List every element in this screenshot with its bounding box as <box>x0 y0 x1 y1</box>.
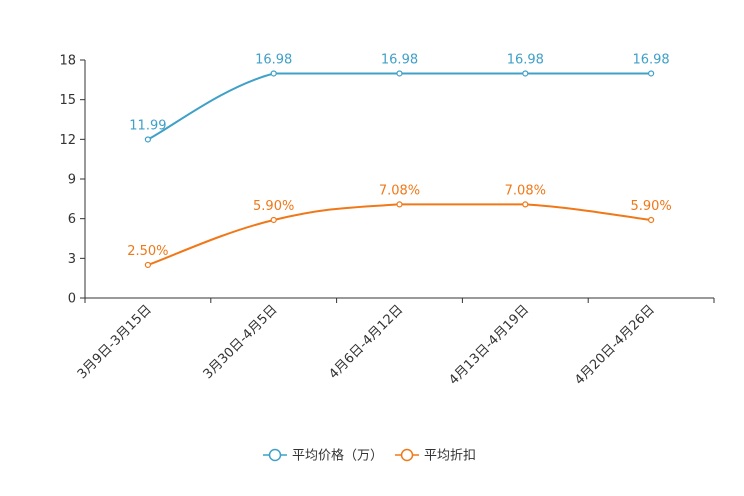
data-point[interactable] <box>270 70 277 77</box>
legend-label: 平均折扣 <box>424 449 476 464</box>
y-tick-label: 15 <box>59 93 76 108</box>
x-tick-label: 4月6日-4月12日 <box>326 302 406 382</box>
series-2: 2.50% 5.90% 7.08% 7.08% 5.90% <box>127 183 672 269</box>
data-label: 5.90% <box>253 199 294 214</box>
axes: 0 3 6 9 12 15 18 3月9日-3月15日 3月30日-4月5日 4月6日-4月12日… <box>59 54 715 388</box>
data-point[interactable] <box>522 70 529 77</box>
x-tick-label: 4月13日-4月19日 <box>446 302 532 388</box>
y-tick-label: 18 <box>59 54 76 69</box>
y-tick-label: 3 <box>68 252 76 267</box>
data-point[interactable] <box>522 201 529 208</box>
data-label: 11.99 <box>129 118 166 133</box>
x-tick-label: 4月20日-4月26日 <box>572 302 658 388</box>
legend-marker-icon <box>400 448 414 462</box>
y-tick-label: 6 <box>68 212 76 227</box>
y-tick-label: 0 <box>68 292 76 307</box>
data-point[interactable] <box>396 201 403 208</box>
legend-label: 平均价格（万） <box>292 448 383 464</box>
y-tick-label: 9 <box>68 173 76 188</box>
data-point[interactable] <box>396 70 403 77</box>
data-point[interactable] <box>144 261 151 269</box>
data-point[interactable] <box>647 216 655 224</box>
data-label: 2.50% <box>127 244 168 259</box>
data-label: 16.98 <box>255 52 292 67</box>
series-line <box>147 203 652 266</box>
series-line <box>147 72 652 141</box>
data-label: 7.08% <box>379 183 420 198</box>
data-label: 16.98 <box>632 52 669 67</box>
x-tick-label: 3月30日-4月5日 <box>201 302 281 382</box>
legend-marker-icon <box>268 448 282 462</box>
legend-item-1[interactable]: 平均价格（万） <box>263 448 383 464</box>
data-point[interactable] <box>647 70 655 77</box>
data-label: 7.08% <box>505 183 546 198</box>
x-tick-label: 3月9日-3月15日 <box>75 302 155 382</box>
data-label: 16.98 <box>507 52 544 67</box>
data-point[interactable] <box>144 136 151 143</box>
data-point[interactable] <box>270 216 277 224</box>
legend: 平均价格（万） 平均折扣 <box>263 448 476 464</box>
data-label: 16.98 <box>381 52 418 67</box>
series-1: 11.99 16.98 16.98 16.98 16.98 <box>129 52 670 143</box>
data-label: 5.90% <box>630 199 671 214</box>
y-tick-label: 12 <box>59 133 76 148</box>
legend-item-2[interactable]: 平均折扣 <box>395 449 476 464</box>
series-layer: 11.99 16.98 16.98 16.98 16.98 2.50% 5.90% 7.08%… <box>127 52 672 269</box>
